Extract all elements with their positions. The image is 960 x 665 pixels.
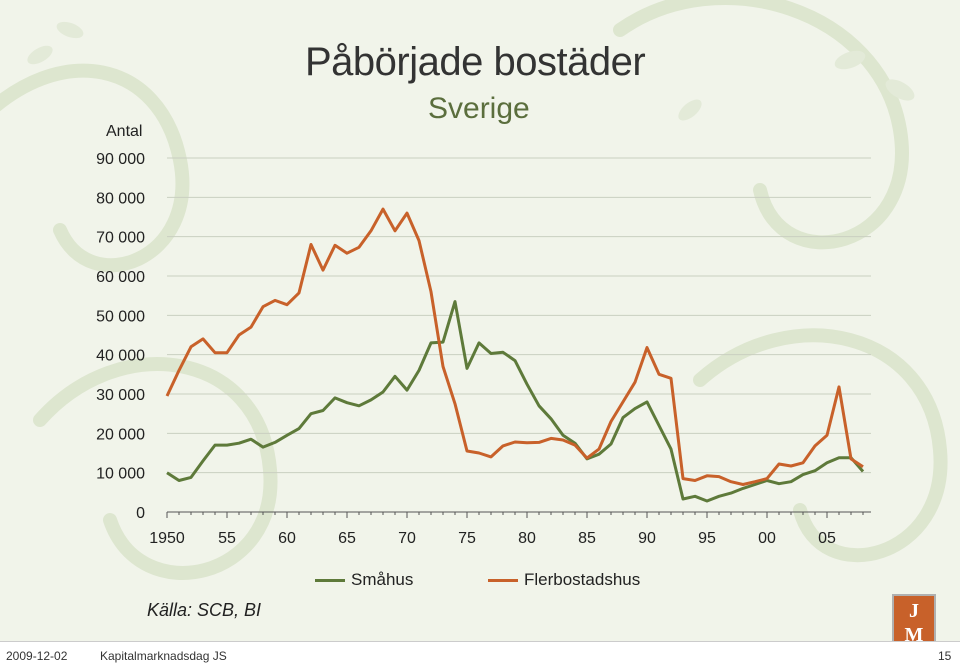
slide-footer: 2009-12-02 Kapitalmarknadsdag JS 15	[0, 641, 960, 665]
logo-letter-m: M	[904, 624, 924, 646]
chart-subtitle: Sverige	[428, 92, 530, 125]
y-tick-label: 60 000	[96, 269, 145, 286]
x-tick-label: 1950	[149, 530, 185, 547]
logo-letter-j: J	[909, 600, 919, 622]
legend-swatch-flerbostadshus	[488, 578, 518, 582]
y-axis-label: Antal	[106, 123, 143, 140]
leaf-ornament	[885, 79, 915, 101]
leaf-ornament	[56, 21, 84, 39]
x-tick-label: 70	[398, 530, 416, 547]
x-tick-label: 65	[338, 530, 356, 547]
y-tick-label: 40 000	[96, 348, 145, 365]
x-tick-label: 05	[818, 530, 836, 547]
legend-item-smahus: Småhus	[315, 570, 413, 590]
background-swirl	[613, 0, 909, 250]
line-chart: 0 10 000 20 000 30 000 40 000 50 000 60 000 70 …	[96, 151, 871, 547]
x-tick-label: 90	[638, 530, 656, 547]
footer-label: Kapitalmarknadsdag JS	[100, 649, 227, 663]
leaf-ornament	[27, 45, 53, 65]
leaf-ornament	[834, 50, 866, 70]
x-tick-label: 75	[458, 530, 476, 547]
y-tick-label: 50 000	[96, 308, 145, 325]
x-tick-label: 95	[698, 530, 716, 547]
x-tick-label: 00	[758, 530, 776, 547]
footer-date: 2009-12-02	[6, 649, 68, 663]
y-tick-label: 90 000	[96, 151, 145, 168]
source-note: Källa: SCB, BI	[147, 600, 262, 620]
y-tick-label: 30 000	[96, 387, 145, 404]
leaf-ornament	[678, 99, 702, 121]
page-number: 15	[938, 649, 952, 663]
y-tick-label: 70 000	[96, 230, 145, 247]
background-swirl	[693, 328, 948, 563]
y-tick-label: 80 000	[96, 190, 145, 207]
series-line-smahus	[166, 300, 865, 503]
background-swirl	[33, 357, 278, 580]
x-tick-label: 60	[278, 530, 296, 547]
background-swirl	[0, 63, 190, 273]
x-tick-label: 55	[218, 530, 236, 547]
legend-item-flerbostadshus: Flerbostadshus	[488, 570, 640, 590]
legend-label-smahus: Småhus	[351, 570, 414, 589]
x-tick-label: 85	[578, 530, 596, 547]
chart-title: Påbörjade bostäder	[305, 40, 646, 84]
y-tick-label: 20 000	[96, 426, 145, 443]
y-tick-label: 0	[136, 505, 145, 522]
legend-label-flerbostadshus: Flerbostadshus	[524, 570, 641, 589]
series-line-flerbostadshus	[165, 207, 864, 486]
y-tick-label: 10 000	[96, 466, 145, 483]
decorative-background	[0, 0, 948, 580]
x-tick-label: 80	[518, 530, 536, 547]
legend-swatch-smahus	[315, 578, 345, 582]
